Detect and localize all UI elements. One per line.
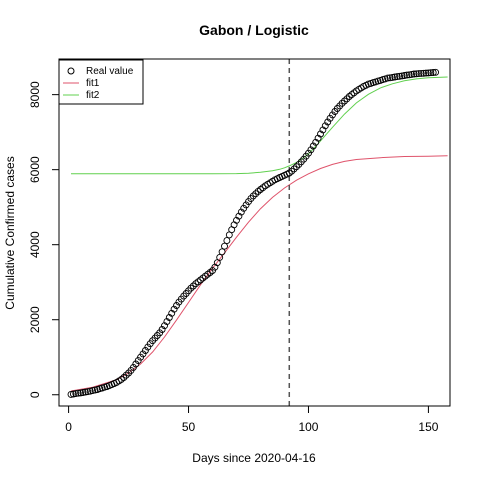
data-point xyxy=(170,305,178,313)
x-tick-label: 100 xyxy=(298,420,318,434)
data-point xyxy=(77,389,85,397)
data-point xyxy=(122,371,130,379)
data-point xyxy=(417,69,425,77)
legend: Real value fit1 fit2 xyxy=(58,59,144,105)
y-axis-label: Cumulative Confirmed cases xyxy=(3,156,17,309)
data-point xyxy=(120,374,128,381)
data-point xyxy=(427,69,435,77)
y-tick-label: 6000 xyxy=(28,156,42,183)
data-point xyxy=(341,97,348,105)
data-point xyxy=(290,165,298,173)
data-point xyxy=(293,163,300,171)
data-point xyxy=(415,70,423,78)
data-point xyxy=(432,68,440,76)
plot-lines xyxy=(70,59,448,406)
y-tick-label: 8000 xyxy=(28,81,42,108)
data-point xyxy=(321,122,329,130)
data-point xyxy=(393,73,401,81)
data-point xyxy=(240,204,248,212)
x-tick-label: 50 xyxy=(182,420,196,434)
data-point xyxy=(187,284,195,292)
data-point xyxy=(398,72,406,80)
legend-label-fit1: fit1 xyxy=(86,78,100,89)
data-point xyxy=(348,91,356,99)
data-point xyxy=(391,73,399,81)
data-point xyxy=(132,360,140,368)
data-point xyxy=(326,114,334,122)
plot-frame xyxy=(58,58,451,407)
data-point xyxy=(324,118,332,126)
series-line-fit1 xyxy=(70,155,448,392)
x-axis-label: Days since 2020-04-16 xyxy=(192,451,316,465)
data-point xyxy=(405,71,413,79)
data-point xyxy=(424,69,432,77)
data-point xyxy=(79,389,87,396)
data-point xyxy=(67,390,75,398)
series-line-fit2 xyxy=(71,76,448,175)
data-point xyxy=(89,387,97,395)
data-point xyxy=(216,253,224,261)
legend-label-real-value: Real value xyxy=(86,66,134,77)
data-point xyxy=(429,69,437,76)
legend-label-fit2: fit2 xyxy=(86,90,100,101)
data-point xyxy=(338,99,346,107)
data-point xyxy=(237,208,245,216)
data-point xyxy=(249,192,257,200)
data-point xyxy=(223,237,231,245)
x-tick-label: 150 xyxy=(418,420,438,434)
legend-marker-real-value xyxy=(67,67,75,75)
data-point xyxy=(218,248,226,256)
data-point xyxy=(422,69,430,77)
y-tick-label: 4000 xyxy=(28,231,42,258)
data-point xyxy=(141,347,149,354)
data-point xyxy=(400,72,408,79)
data-point xyxy=(388,73,396,81)
x-tick-label: 0 xyxy=(65,420,72,434)
data-point xyxy=(384,74,392,82)
legend-box xyxy=(58,59,144,105)
data-point xyxy=(129,363,137,371)
data-point xyxy=(396,72,404,80)
data-point xyxy=(74,389,82,397)
data-point xyxy=(307,146,315,154)
data-point xyxy=(72,390,80,398)
data-point xyxy=(343,95,351,103)
data-point xyxy=(134,357,142,365)
data-point xyxy=(420,69,428,77)
data-point xyxy=(403,71,411,79)
data-point xyxy=(189,282,197,290)
data-point xyxy=(144,343,152,351)
y-tick-label: 2000 xyxy=(28,306,42,333)
data-point xyxy=(139,350,147,358)
data-point xyxy=(221,242,228,250)
plot-points xyxy=(67,68,440,398)
data-point xyxy=(158,326,166,333)
data-point xyxy=(81,388,89,396)
data-point xyxy=(386,74,394,82)
data-point xyxy=(305,149,312,157)
data-point xyxy=(84,388,92,396)
data-point xyxy=(329,111,336,119)
data-point xyxy=(252,190,260,198)
data-point xyxy=(209,267,216,275)
data-point xyxy=(408,70,416,78)
chart-title: Gabon / Logistic xyxy=(199,22,309,38)
data-point xyxy=(173,302,180,309)
data-point xyxy=(412,70,420,78)
data-point xyxy=(410,70,418,78)
data-point xyxy=(309,142,317,150)
y-tick-label: 0 xyxy=(28,391,42,398)
data-point xyxy=(288,167,296,175)
data-point xyxy=(69,390,77,398)
